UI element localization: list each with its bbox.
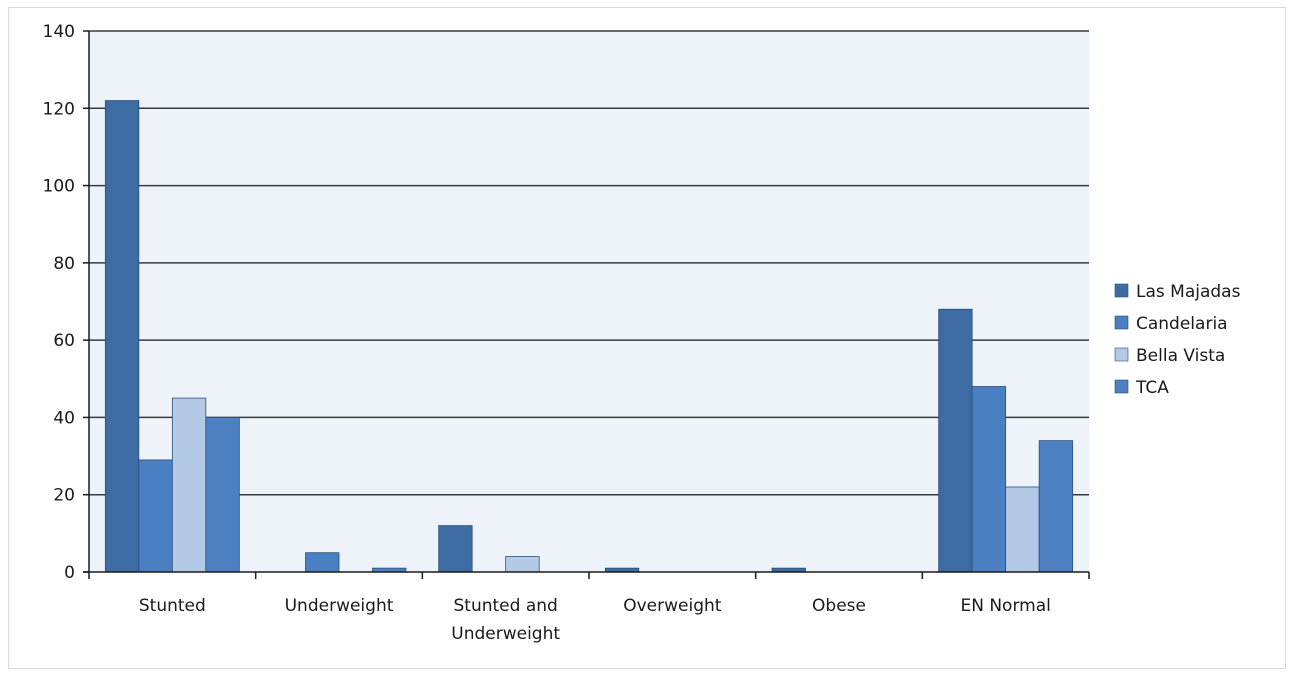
legend-label: Bella Vista [1136, 346, 1225, 366]
bar [171, 397, 207, 573]
y-tick-label: 20 [53, 486, 75, 506]
plot-area [89, 31, 1089, 572]
legend-label: TCA [1135, 378, 1169, 398]
bar [1005, 486, 1040, 573]
bar [205, 417, 240, 573]
x-tick-label: Stunted [139, 596, 206, 616]
legend-swatch [1114, 283, 1129, 298]
bar [104, 100, 140, 573]
x-tick-label: Underweight [451, 624, 560, 644]
bar [971, 386, 1007, 573]
bar [1038, 440, 1074, 573]
x-tick-label: Obese [812, 596, 866, 616]
y-tick-label: 100 [43, 177, 75, 197]
legend-label: Las Majadas [1136, 282, 1241, 302]
y-tick-label: 120 [43, 99, 75, 119]
legend-label: Candelaria [1136, 314, 1228, 334]
bar [138, 459, 173, 573]
y-tick-label: 80 [53, 254, 75, 274]
y-tick-label: 0 [64, 563, 75, 583]
y-tick-label: 60 [53, 331, 75, 351]
x-tick-label: Overweight [623, 596, 722, 616]
y-tick-label: 40 [53, 408, 75, 428]
bar [438, 525, 473, 573]
legend-swatch [1114, 379, 1129, 394]
chart-frame: 0 20 40 60 80 100 120 140 Stunted Underweight Stun… [8, 7, 1286, 669]
bar [505, 556, 540, 573]
bar [938, 308, 973, 573]
x-tick-label: Underweight [285, 596, 394, 616]
bar [305, 552, 340, 573]
legend-swatch [1114, 347, 1129, 362]
x-tick-label: Stunted and [454, 596, 558, 616]
legend-swatch [1114, 315, 1129, 330]
y-tick-label: 140 [43, 22, 75, 42]
x-tick-label: EN Normal [960, 596, 1050, 616]
